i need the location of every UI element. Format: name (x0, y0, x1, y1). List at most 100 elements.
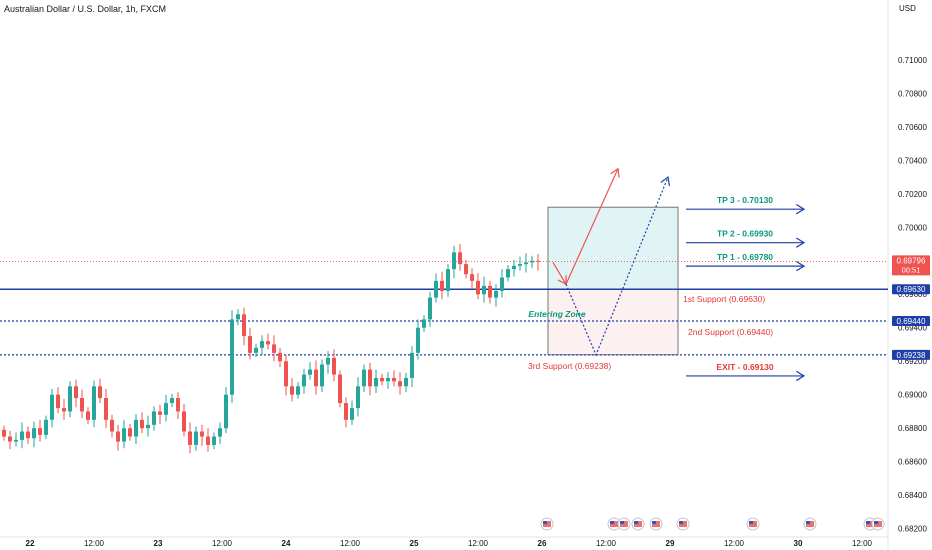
candle (224, 387, 228, 434)
y-tick-label: 0.68400 (898, 491, 927, 500)
candle-body (530, 260, 534, 263)
candle (122, 419, 126, 449)
candle-body (464, 264, 468, 275)
candle (350, 400, 354, 425)
x-tick-label: 24 (282, 539, 291, 548)
candle-body (494, 290, 498, 298)
candle-body (428, 297, 432, 320)
candle (14, 432, 18, 447)
current-price-text: 0.69796 (897, 256, 926, 265)
first-support-badge-text: 0.69630 (897, 285, 926, 294)
x-tick-label: 12:00 (724, 539, 745, 548)
candle (362, 364, 366, 393)
candle (182, 403, 186, 437)
candle-body (398, 381, 402, 387)
candle (50, 388, 54, 428)
candle (518, 256, 522, 271)
candle-body (302, 374, 306, 387)
candle-body (146, 424, 150, 429)
second-support-badge (892, 316, 930, 327)
candle (152, 406, 156, 431)
candle-body (188, 431, 192, 445)
candle (344, 397, 348, 428)
candle (284, 354, 288, 396)
candle-body (200, 431, 204, 437)
candle-body (524, 262, 528, 265)
candle (320, 359, 324, 393)
stop-box (547, 288, 679, 356)
candle (146, 415, 150, 437)
candle-body (170, 398, 174, 404)
candles (2, 244, 540, 454)
candle (416, 319, 420, 360)
candle-body (74, 386, 78, 399)
entering-zone-label: Entering Zone (528, 309, 585, 319)
candle (176, 392, 180, 419)
candle (458, 244, 462, 271)
candle (8, 430, 12, 450)
candle-body (122, 428, 126, 442)
candle-body (452, 252, 456, 270)
countdown-text: 00:51 (902, 265, 921, 274)
event-flag-icon (540, 517, 554, 531)
candle (452, 245, 456, 279)
candle (272, 335, 276, 362)
candle (278, 347, 282, 368)
event-flag-icon (607, 517, 621, 531)
candle (290, 377, 294, 402)
candle (248, 327, 252, 360)
tp1-label-arrow-icon (795, 260, 806, 272)
candle-body (314, 369, 318, 387)
candle (446, 264, 450, 297)
y-tick-label: 0.70000 (898, 223, 927, 232)
event-flag-icon (649, 517, 663, 531)
candle-body (434, 280, 438, 298)
candle-body (80, 398, 84, 412)
candle-body (242, 314, 246, 337)
x-tick-label: 12:00 (596, 539, 617, 548)
exit-arrow-icon (795, 370, 806, 382)
x-tick-label: 12:00 (84, 539, 105, 548)
candle-body (374, 377, 378, 387)
candle-body (260, 341, 264, 348)
candle (380, 373, 384, 386)
candle (506, 264, 510, 282)
deep-dip-projection-path (565, 176, 669, 357)
tp2-label: TP 2 - 0.69930 (717, 229, 773, 239)
candle-body (284, 361, 288, 387)
candle-body (482, 285, 486, 295)
candle (116, 424, 120, 451)
candle (530, 255, 534, 269)
support-levels (0, 261, 888, 356)
event-flag-icon (871, 517, 885, 531)
x-tick-label: 22 (26, 539, 35, 548)
candle-body (62, 408, 66, 412)
candle-body (20, 431, 24, 440)
second-support-label: 2nd Support (0.69440) (688, 327, 773, 337)
candle (44, 415, 48, 440)
candle-body (320, 364, 324, 387)
candle-body (338, 374, 342, 404)
candle (332, 349, 336, 382)
candle-body (350, 408, 354, 420)
candle-body (266, 341, 270, 345)
x-tick-label: 23 (154, 539, 163, 548)
candle-body (92, 386, 96, 420)
candle (230, 310, 234, 404)
candle (476, 273, 480, 300)
candle-body (218, 428, 222, 437)
candle-body (182, 411, 186, 432)
candle-body (212, 436, 216, 445)
candle-body (404, 377, 408, 387)
candle (254, 343, 258, 358)
candle-body (476, 280, 480, 295)
candle-body (206, 436, 210, 445)
candle-body (86, 411, 90, 420)
candle (260, 335, 264, 356)
candle (38, 419, 42, 442)
candle-body (488, 285, 492, 298)
candle-body (254, 347, 258, 353)
candle-body (470, 274, 474, 281)
candle-body (446, 269, 450, 291)
